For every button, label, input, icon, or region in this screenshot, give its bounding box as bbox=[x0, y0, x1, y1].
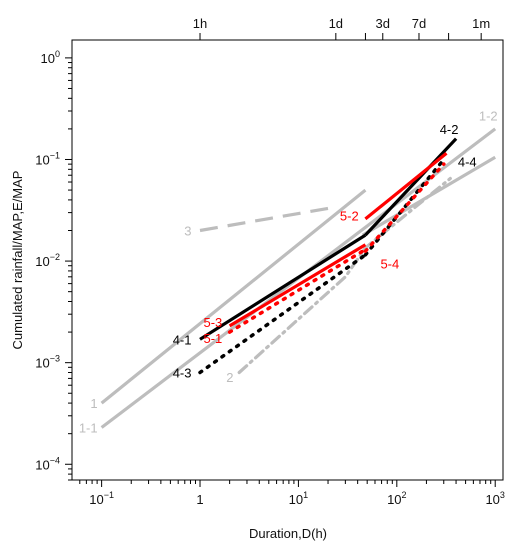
series-layer bbox=[100, 127, 497, 429]
series-label-4-2: 4-2 bbox=[440, 122, 459, 137]
series-line-5-3 bbox=[228, 243, 367, 328]
x-tick-label: 1 bbox=[196, 492, 203, 507]
series-label-5-3: 5-3 bbox=[204, 315, 223, 330]
series-line-5-1 bbox=[227, 247, 368, 334]
x-tick-label: 102 bbox=[387, 490, 406, 507]
series-line-5-2 bbox=[364, 152, 448, 221]
top-tick-label: 7d bbox=[412, 16, 426, 31]
top-tick-label: 1h bbox=[193, 16, 207, 31]
y-tick-label: 10−3 bbox=[35, 354, 60, 371]
series-label-2: 2 bbox=[226, 370, 233, 385]
series-label-5-4: 5-4 bbox=[380, 256, 399, 271]
series-label-1-2: 1-2 bbox=[479, 109, 498, 124]
series-label-3: 3 bbox=[184, 223, 191, 238]
y-tick-label: 100 bbox=[41, 49, 60, 66]
top-tick-label: 1d bbox=[329, 16, 343, 31]
y-axis-label: Cumulated rainfall/MAP,E/MAP bbox=[10, 171, 25, 350]
top-tick-label: 3d bbox=[376, 16, 390, 31]
plot-frame bbox=[71, 39, 504, 481]
series-label-1-1: 1-1 bbox=[79, 421, 98, 436]
x-tick-label: 103 bbox=[485, 490, 504, 507]
series-line-4-1 bbox=[199, 233, 367, 341]
series-label-5-2: 5-2 bbox=[340, 209, 359, 224]
top-axis: 1h 1d 3d 7d 1m bbox=[193, 16, 490, 40]
series-label-1: 1 bbox=[90, 396, 97, 411]
x-axis: 10−1 1 101 102 103 bbox=[79, 480, 505, 507]
x-axis-label: Duration,D(h) bbox=[249, 526, 327, 541]
series-line-4-2 bbox=[364, 137, 458, 237]
series-line-4-4 bbox=[363, 157, 446, 257]
series-label-5-1: 5-1 bbox=[204, 331, 223, 346]
x-tick-label: 101 bbox=[289, 490, 308, 507]
y-tick-label: 10−1 bbox=[35, 150, 60, 167]
series-label-4-3: 4-3 bbox=[173, 366, 192, 381]
series-line-5-4 bbox=[363, 162, 446, 253]
series-line-1 bbox=[100, 188, 367, 405]
y-tick-label: 10−2 bbox=[35, 252, 60, 269]
top-tick-label: 1m bbox=[472, 16, 490, 31]
y-axis: 10−4 10−3 10−2 10−1 100 bbox=[35, 49, 72, 481]
series-label-4-4: 4-4 bbox=[458, 155, 477, 170]
series-line-4-3 bbox=[198, 253, 368, 375]
series-label-4-1: 4-1 bbox=[173, 332, 192, 347]
series-line-3 bbox=[199, 206, 329, 233]
x-tick-label: 10−1 bbox=[89, 490, 114, 507]
series-labels-layer: 1 1-1 1-2 3 2 4-1 4-2 4-3 4-4 5-3 5-2 5-1 5-4 bbox=[79, 109, 498, 436]
y-tick-label: 10−4 bbox=[35, 455, 60, 472]
